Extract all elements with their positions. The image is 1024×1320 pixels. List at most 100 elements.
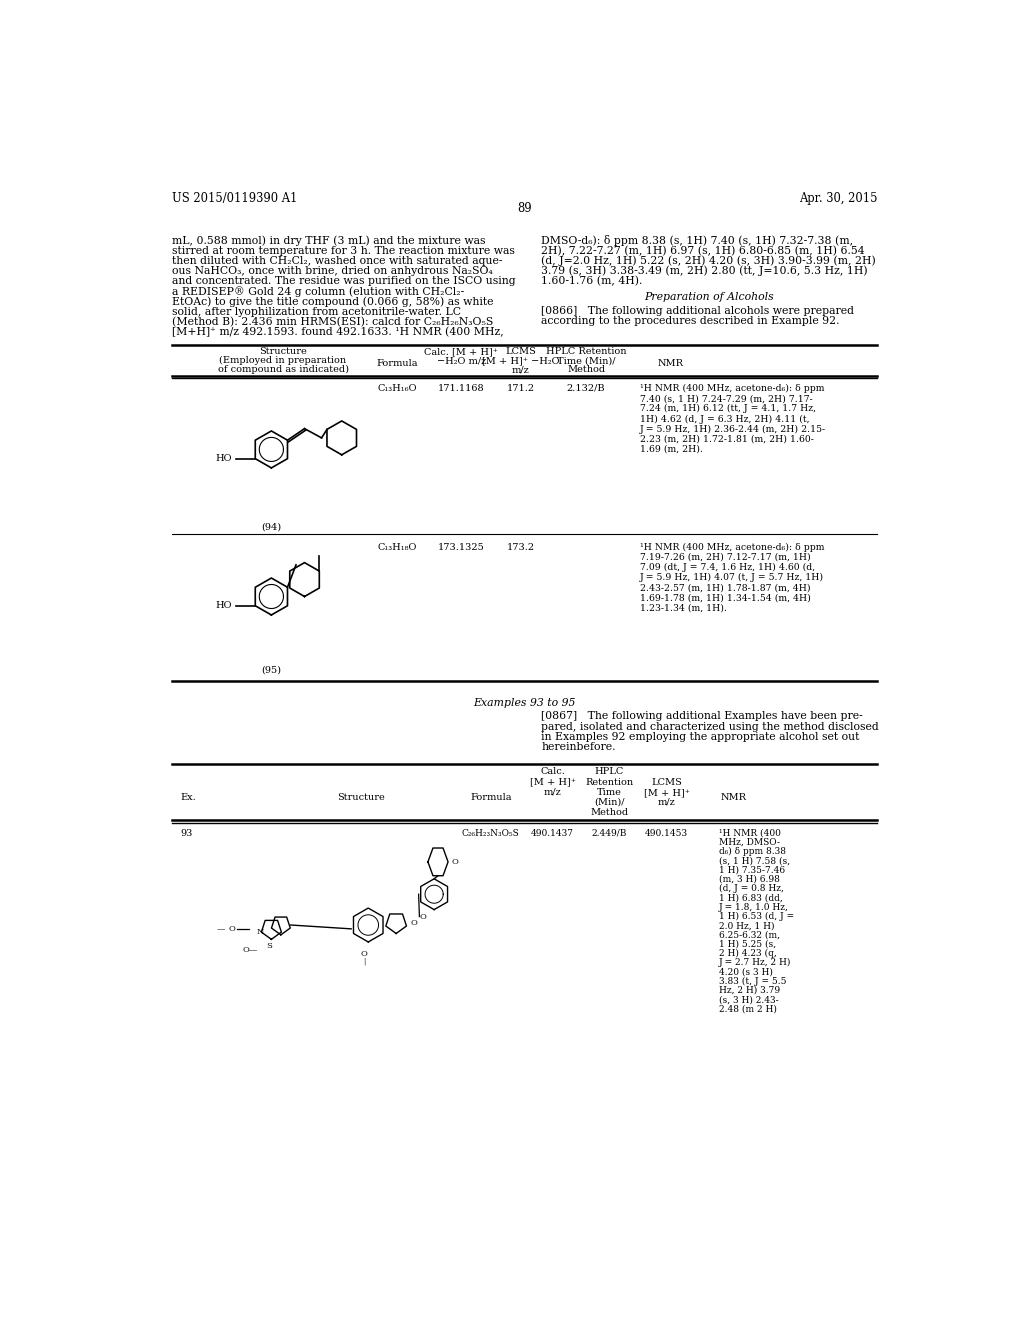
Text: stirred at room temperature for 3 h. The reaction mixture was: stirred at room temperature for 3 h. The… (172, 246, 515, 256)
Text: m/z: m/z (657, 797, 676, 807)
Text: US 2015/0119390 A1: US 2015/0119390 A1 (172, 193, 298, 206)
Text: a REDISEP® Gold 24 g column (elution with CH₂Cl₂-: a REDISEP® Gold 24 g column (elution wit… (172, 286, 465, 297)
Text: ¹H NMR (400 MHz, acetone-d₆): δ ppm: ¹H NMR (400 MHz, acetone-d₆): δ ppm (640, 384, 824, 393)
Text: HO: HO (215, 454, 231, 463)
Text: (s, 1 H) 7.58 (s,: (s, 1 H) 7.58 (s, (719, 857, 790, 866)
Text: N: N (256, 928, 263, 936)
Text: 3.79 (s, 3H) 3.38-3.49 (m, 2H) 2.80 (tt, J=10.6, 5.3 Hz, 1H): 3.79 (s, 3H) 3.38-3.49 (m, 2H) 2.80 (tt,… (541, 265, 867, 276)
Text: Calc. [M + H]⁺: Calc. [M + H]⁺ (424, 347, 499, 356)
Text: Method: Method (567, 366, 605, 375)
Text: Calc.: Calc. (541, 767, 565, 776)
Text: O: O (419, 912, 426, 920)
Text: (94): (94) (261, 523, 282, 532)
Text: Structure: Structure (259, 347, 307, 356)
Text: 93: 93 (180, 829, 194, 838)
Text: 1 H) 6.83 (dd,: 1 H) 6.83 (dd, (719, 894, 782, 903)
Text: 490.1453: 490.1453 (645, 829, 688, 838)
Text: Hz, 2 H) 3.79: Hz, 2 H) 3.79 (719, 986, 779, 995)
Text: ¹H NMR (400: ¹H NMR (400 (719, 829, 780, 838)
Text: 7.40 (s, 1 H) 7.24-7.29 (m, 2H) 7.17-: 7.40 (s, 1 H) 7.24-7.29 (m, 2H) 7.17- (640, 395, 812, 403)
Text: HO: HO (215, 601, 231, 610)
Text: (95): (95) (261, 665, 282, 675)
Text: according to the procedures described in Example 92.: according to the procedures described in… (541, 315, 840, 326)
Text: 2H), 7.22-7.27 (m, 1H) 6.97 (s, 1H) 6.80-6.85 (m, 1H) 6.54: 2H), 7.22-7.27 (m, 1H) 6.97 (s, 1H) 6.80… (541, 246, 864, 256)
Text: ous NaHCO₃, once with brine, dried on anhydrous Na₂SO₄: ous NaHCO₃, once with brine, dried on an… (172, 265, 493, 276)
Text: Preparation of Alcohols: Preparation of Alcohols (644, 293, 774, 302)
Text: mL, 0.588 mmol) in dry THF (3 mL) and the mixture was: mL, 0.588 mmol) in dry THF (3 mL) and th… (172, 235, 485, 246)
Text: m/z: m/z (512, 366, 529, 375)
Text: O—: O— (242, 946, 257, 954)
Text: Method: Method (590, 808, 629, 817)
Text: 89: 89 (517, 202, 532, 215)
Text: HPLC Retention: HPLC Retention (546, 347, 627, 356)
Text: Structure: Structure (337, 793, 384, 801)
Text: d₆) δ ppm 8.38: d₆) δ ppm 8.38 (719, 847, 785, 857)
Text: (m, 3 H) 6.98: (m, 3 H) 6.98 (719, 875, 779, 884)
Text: [M+H]⁺ m/z 492.1593. found 492.1633. ¹H NMR (400 MHz,: [M+H]⁺ m/z 492.1593. found 492.1633. ¹H … (172, 327, 504, 337)
Text: 1 H) 5.25 (s,: 1 H) 5.25 (s, (719, 940, 775, 949)
Text: 7.09 (dt, J = 7.4, 1.6 Hz, 1H) 4.60 (d,: 7.09 (dt, J = 7.4, 1.6 Hz, 1H) 4.60 (d, (640, 562, 815, 572)
Text: [0866]   The following additional alcohols were prepared: [0866] The following additional alcohols… (541, 306, 854, 315)
Text: 2.132/B: 2.132/B (566, 384, 605, 393)
Text: solid, after lyophilization from acetonitrile-water. LC: solid, after lyophilization from acetoni… (172, 306, 461, 317)
Text: 173.2: 173.2 (507, 543, 535, 552)
Text: then diluted with CH₂Cl₂, washed once with saturated aque-: then diluted with CH₂Cl₂, washed once wi… (172, 256, 503, 265)
Text: LCMS: LCMS (506, 347, 537, 356)
Text: Formula: Formula (470, 793, 511, 801)
Text: (Employed in preparation: (Employed in preparation (219, 356, 346, 366)
Text: J = 1.8, 1.0 Hz,: J = 1.8, 1.0 Hz, (719, 903, 788, 912)
Text: 1 H) 6.53 (d, J =: 1 H) 6.53 (d, J = (719, 912, 794, 921)
Text: in Examples 92 employing the appropriate alcohol set out: in Examples 92 employing the appropriate… (541, 731, 859, 742)
Text: 2.48 (m 2 H): 2.48 (m 2 H) (719, 1005, 776, 1014)
Text: 2.449/B: 2.449/B (592, 829, 627, 838)
Text: 1 H) 7.35-7.46: 1 H) 7.35-7.46 (719, 866, 784, 875)
Text: 6.25-6.32 (m,: 6.25-6.32 (m, (719, 931, 779, 940)
Text: NMR: NMR (721, 793, 748, 801)
Text: C₁₃H₁₈O: C₁₃H₁₈O (377, 543, 417, 552)
Text: Time: Time (597, 788, 622, 797)
Text: 1H) 4.62 (d, J = 6.3 Hz, 2H) 4.11 (t,: 1H) 4.62 (d, J = 6.3 Hz, 2H) 4.11 (t, (640, 414, 809, 424)
Text: Examples 93 to 95: Examples 93 to 95 (474, 698, 575, 708)
Text: J = 2.7 Hz, 2 H): J = 2.7 Hz, 2 H) (719, 958, 791, 968)
Text: 171.2: 171.2 (507, 384, 535, 393)
Text: EtOAc) to give the title compound (0.066 g, 58%) as white: EtOAc) to give the title compound (0.066… (172, 297, 494, 308)
Text: (d, J=2.0 Hz, 1H) 5.22 (s, 2H) 4.20 (s, 3H) 3.90-3.99 (m, 2H): (d, J=2.0 Hz, 1H) 5.22 (s, 2H) 4.20 (s, … (541, 256, 876, 267)
Text: |: | (364, 957, 366, 965)
Text: DMSO-d₆): δ ppm 8.38 (s, 1H) 7.40 (s, 1H) 7.32-7.38 (m,: DMSO-d₆): δ ppm 8.38 (s, 1H) 7.40 (s, 1H… (541, 235, 853, 247)
Text: S: S (266, 941, 272, 949)
Text: Formula: Formula (376, 359, 418, 368)
Text: [M + H]⁺: [M + H]⁺ (644, 788, 689, 797)
Text: 3.83 (t, J = 5.5: 3.83 (t, J = 5.5 (719, 977, 786, 986)
Text: O: O (360, 949, 368, 957)
Text: 1.60-1.76 (m, 4H).: 1.60-1.76 (m, 4H). (541, 276, 642, 286)
Text: hereinbefore.: hereinbefore. (541, 742, 615, 752)
Text: Retention: Retention (585, 777, 633, 787)
Text: 2.0 Hz, 1 H): 2.0 Hz, 1 H) (719, 921, 774, 931)
Text: 4.20 (s 3 H): 4.20 (s 3 H) (719, 968, 772, 977)
Text: O: O (410, 919, 417, 927)
Text: 1.23-1.34 (m, 1H).: 1.23-1.34 (m, 1H). (640, 603, 726, 612)
Text: 171.1168: 171.1168 (438, 384, 484, 393)
Text: O: O (228, 925, 236, 933)
Text: Time (Min)/: Time (Min)/ (557, 356, 615, 366)
Text: J = 5.9 Hz, 1H) 4.07 (t, J = 5.7 Hz, 1H): J = 5.9 Hz, 1H) 4.07 (t, J = 5.7 Hz, 1H) (640, 573, 823, 582)
Text: MHz, DMSO-: MHz, DMSO- (719, 838, 779, 847)
Text: LCMS: LCMS (651, 777, 682, 787)
Text: [0867]   The following additional Examples have been pre-: [0867] The following additional Examples… (541, 711, 863, 722)
Text: HPLC: HPLC (595, 767, 624, 776)
Text: —: — (216, 925, 224, 933)
Text: 173.1325: 173.1325 (438, 543, 484, 552)
Text: 2 H) 4.23 (q,: 2 H) 4.23 (q, (719, 949, 776, 958)
Text: −H₂O m/z: −H₂O m/z (436, 356, 485, 366)
Text: J = 5.9 Hz, 1H) 2.36-2.44 (m, 2H) 2.15-: J = 5.9 Hz, 1H) 2.36-2.44 (m, 2H) 2.15- (640, 425, 825, 434)
Text: Ex.: Ex. (180, 793, 197, 801)
Text: 490.1437: 490.1437 (531, 829, 574, 838)
Text: m/z: m/z (544, 788, 561, 797)
Text: ¹H NMR (400 MHz, acetone-d₆): δ ppm: ¹H NMR (400 MHz, acetone-d₆): δ ppm (640, 543, 824, 552)
Text: [M + H]⁺ −H₂O: [M + H]⁺ −H₂O (482, 356, 560, 366)
Text: 1.69 (m, 2H).: 1.69 (m, 2H). (640, 445, 702, 454)
Text: NMR: NMR (657, 359, 683, 368)
Text: Apr. 30, 2015: Apr. 30, 2015 (799, 193, 878, 206)
Text: 7.19-7.26 (m, 2H) 7.12-7.17 (m, 1H): 7.19-7.26 (m, 2H) 7.12-7.17 (m, 1H) (640, 553, 810, 562)
Text: (d, J = 0.8 Hz,: (d, J = 0.8 Hz, (719, 884, 783, 894)
